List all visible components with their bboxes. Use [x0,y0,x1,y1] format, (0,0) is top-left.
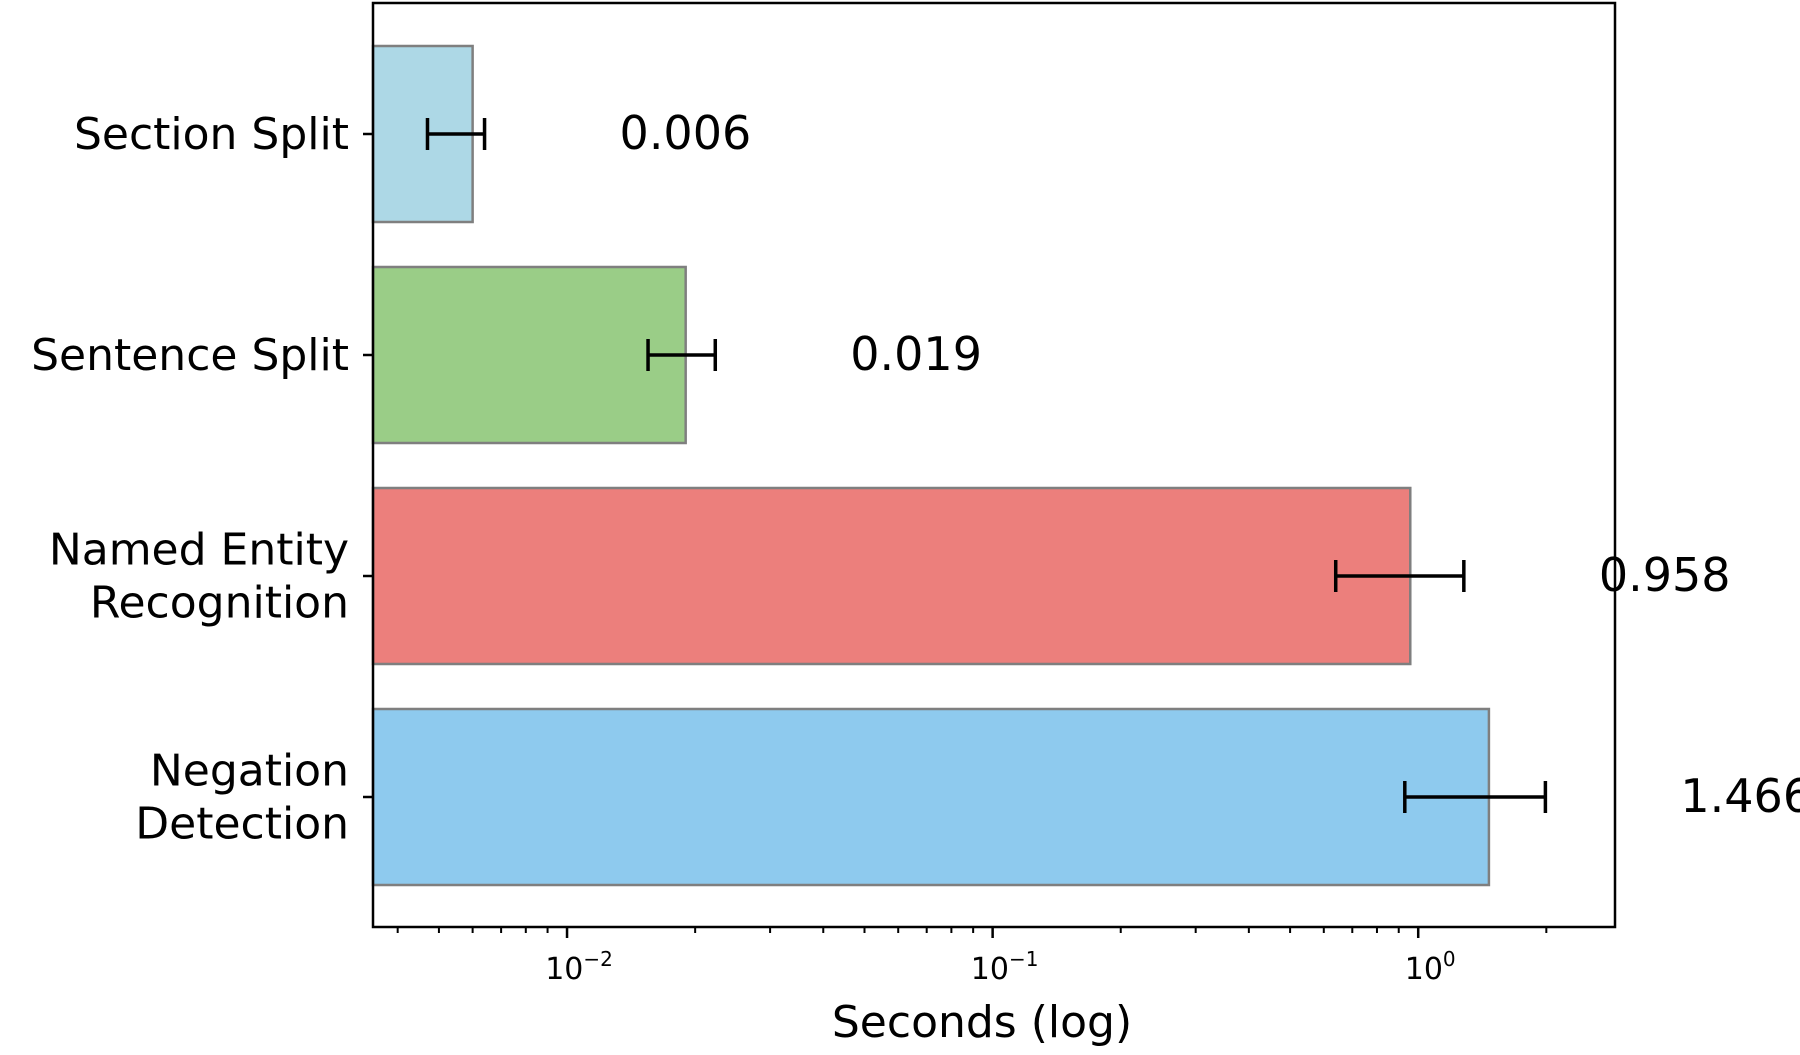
bar [371,265,687,445]
category-label: Named Entity [49,525,349,576]
category-label: Recognition [90,578,349,629]
bar [371,707,1491,887]
x-tick-label: 10−1 [971,947,1039,987]
plot-frame [371,1,1617,929]
value-label: 0.019 [850,327,982,381]
category-label: Detection [135,799,349,850]
x-tick-label: 100 [1405,947,1456,987]
category-label: Section Split [74,109,349,160]
x-axis-title: Seconds (log) [832,997,1132,1048]
x-tick-label: 10−2 [545,947,613,987]
value-label: 0.958 [1599,548,1731,602]
value-label: 0.006 [620,106,752,160]
value-label: 1.466 [1680,769,1800,823]
category-label: Sentence Split [31,330,349,381]
bar [371,486,1412,666]
category-label: Negation [150,746,349,797]
